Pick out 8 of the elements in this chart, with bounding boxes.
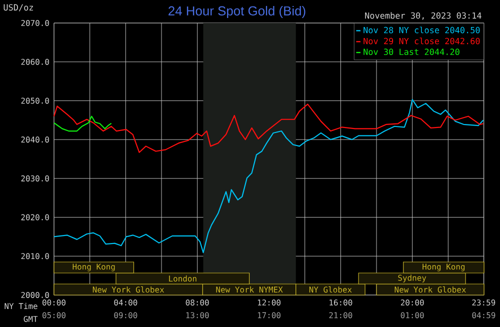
y-axis-title: USD/oz — [4, 4, 33, 12]
legend-label: Nov 28 NY close 2040.50 — [364, 26, 480, 34]
chart-title: 24 Hour Spot Gold (Bid) — [168, 6, 306, 18]
line-series — [53, 116, 112, 132]
legend-label: Nov 29 NY close 2042.60 — [364, 38, 480, 44]
legend-label: Nov 30 Last 2044.20 — [364, 48, 460, 56]
line-series — [53, 104, 484, 153]
chart-subtitle: November 30, 2023 03:14 — [365, 12, 482, 20]
